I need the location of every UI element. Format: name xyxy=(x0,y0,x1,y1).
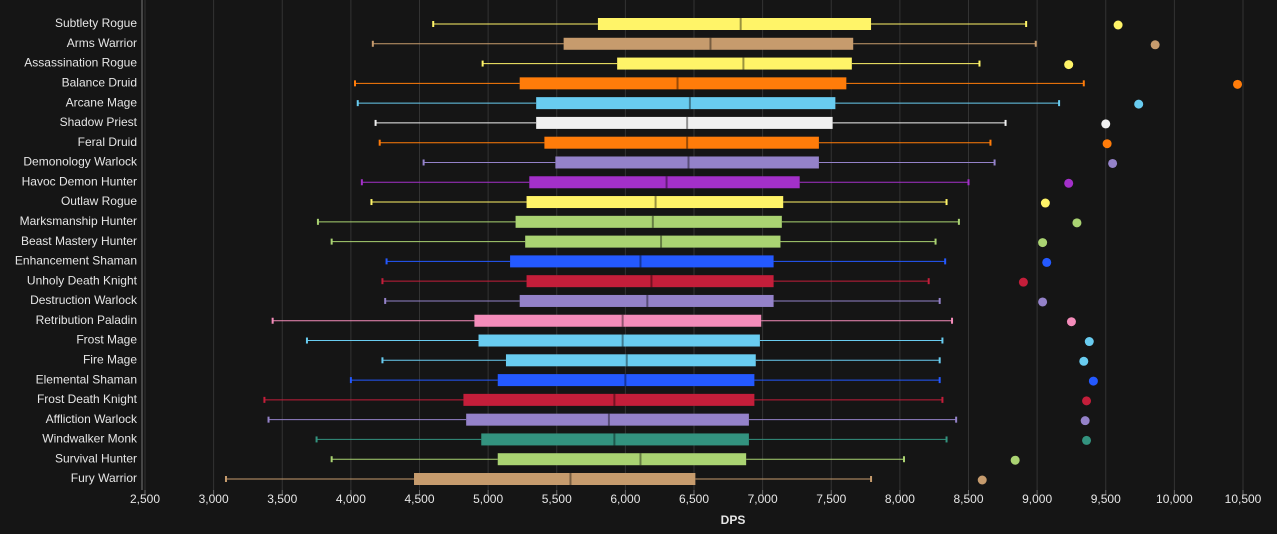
category-label: Unholy Death Knight xyxy=(27,273,138,287)
outlier xyxy=(1084,337,1094,347)
box xyxy=(463,393,755,406)
x-tick-label: 4,500 xyxy=(404,492,434,506)
box xyxy=(555,156,819,169)
x-tick-label: 10,000 xyxy=(1156,492,1193,506)
box xyxy=(497,453,747,466)
outlier xyxy=(1064,178,1074,188)
outlier xyxy=(1080,416,1090,426)
x-tick-label: 7,500 xyxy=(816,492,846,506)
box xyxy=(536,116,833,129)
outlier xyxy=(1079,356,1089,366)
outlier xyxy=(1082,435,1092,445)
x-tick-label: 6,000 xyxy=(610,492,640,506)
outlier xyxy=(1038,297,1048,307)
outlier xyxy=(1040,198,1050,208)
category-label: Shadow Priest xyxy=(60,115,138,129)
x-tick-label: 8,500 xyxy=(953,492,983,506)
outlier xyxy=(1233,79,1243,89)
box xyxy=(597,18,872,30)
box xyxy=(497,374,755,387)
outlier xyxy=(1038,238,1048,248)
x-tick-label: 7,000 xyxy=(748,492,778,506)
category-label: Havoc Demon Hunter xyxy=(22,174,137,188)
outlier xyxy=(1108,158,1118,168)
category-label: Enhancement Shaman xyxy=(15,254,137,268)
x-tick-label: 3,000 xyxy=(199,492,229,506)
outlier xyxy=(1066,317,1076,327)
outlier xyxy=(1113,20,1123,30)
outlier xyxy=(1072,218,1082,228)
outlier xyxy=(1064,60,1074,70)
box xyxy=(481,433,749,446)
category-label: Balance Druid xyxy=(62,76,137,90)
x-tick-label: 5,500 xyxy=(542,492,572,506)
outlier xyxy=(1042,257,1052,267)
category-label: Arcane Mage xyxy=(66,95,138,109)
category-label: Subtlety Rogue xyxy=(55,16,137,30)
category-label: Survival Hunter xyxy=(55,451,137,465)
category-label: Windwalker Monk xyxy=(42,432,138,446)
box xyxy=(544,136,819,149)
box xyxy=(526,275,774,288)
outlier xyxy=(1150,40,1160,50)
outlier xyxy=(1134,99,1144,109)
category-label: Arms Warrior xyxy=(67,36,137,50)
outlier xyxy=(1018,277,1028,287)
outlier xyxy=(1082,396,1092,406)
x-tick-label: 10,500 xyxy=(1225,492,1262,506)
x-axis-title: DPS xyxy=(721,513,746,527)
category-label: Assassination Rogue xyxy=(24,56,137,70)
x-tick-label: 8,000 xyxy=(885,492,915,506)
category-label: Demonology Warlock xyxy=(23,155,138,169)
box xyxy=(563,37,854,50)
category-label: Fury Warrior xyxy=(71,471,137,485)
category-label: Marksmanship Hunter xyxy=(20,214,137,228)
category-label: Feral Druid xyxy=(78,135,137,149)
box xyxy=(526,196,784,209)
category-label: Fire Mage xyxy=(83,352,137,366)
box xyxy=(515,215,782,228)
box xyxy=(474,314,762,327)
category-label: Outlaw Rogue xyxy=(61,194,137,208)
box xyxy=(505,354,756,367)
outlier xyxy=(1101,119,1111,129)
x-tick-label: 4,000 xyxy=(336,492,366,506)
category-label: Frost Mage xyxy=(76,333,137,347)
category-label: Retribution Paladin xyxy=(36,313,137,327)
box xyxy=(519,77,847,90)
box xyxy=(519,294,774,307)
x-tick-label: 3,500 xyxy=(267,492,297,506)
category-label: Destruction Warlock xyxy=(30,293,138,307)
x-tick-label: 9,000 xyxy=(1022,492,1052,506)
category-label: Affliction Warlock xyxy=(46,412,138,426)
x-tick-label: 2,500 xyxy=(130,492,160,506)
box xyxy=(466,413,749,426)
x-tick-label: 9,500 xyxy=(1091,492,1121,506)
box xyxy=(510,255,774,268)
box xyxy=(536,97,836,110)
box xyxy=(529,176,800,189)
box xyxy=(617,57,852,70)
outlier xyxy=(977,475,987,485)
box xyxy=(525,235,781,248)
box xyxy=(478,334,760,347)
category-label: Frost Death Knight xyxy=(37,392,138,406)
outlier xyxy=(1010,455,1020,465)
category-label: Elemental Shaman xyxy=(36,372,137,386)
x-tick-label: 5,000 xyxy=(473,492,503,506)
category-label: Beast Mastery Hunter xyxy=(21,234,137,248)
box xyxy=(414,473,696,485)
x-tick-label: 6,500 xyxy=(679,492,709,506)
outlier xyxy=(1088,376,1098,386)
outlier xyxy=(1102,139,1112,149)
